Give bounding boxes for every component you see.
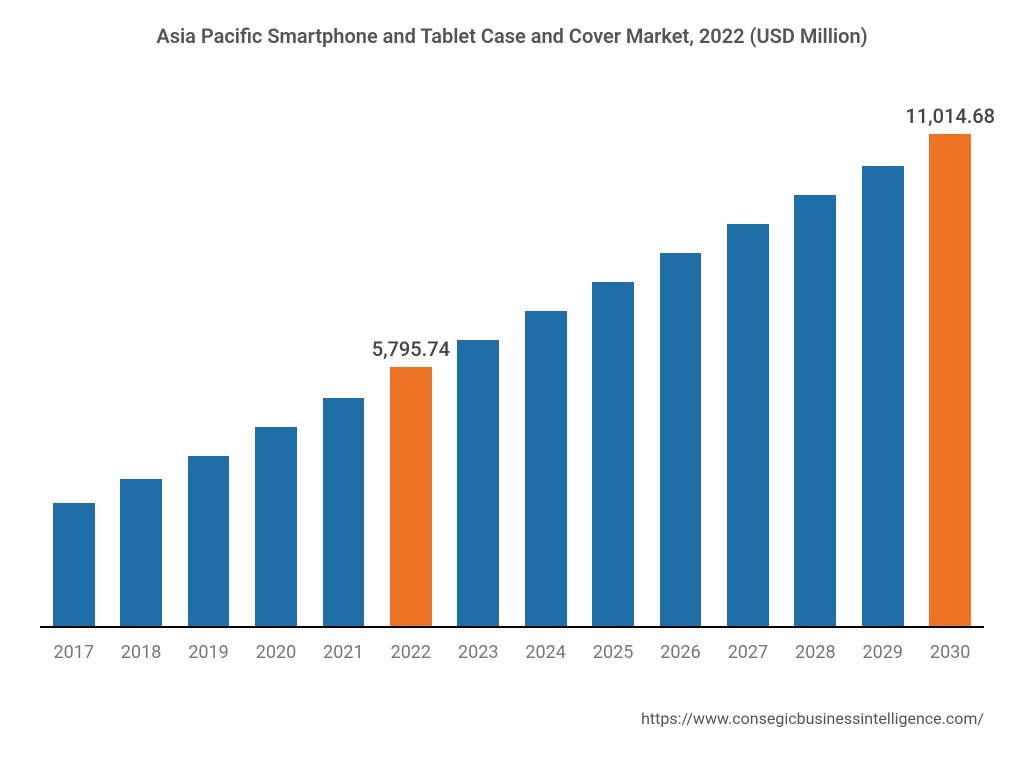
x-tick-label: 2018 xyxy=(107,642,174,663)
bar-value-label: 11,014.68 xyxy=(905,104,995,128)
bar-slot xyxy=(714,90,781,626)
bar xyxy=(255,427,297,626)
plot-region: 5,795.74 11,014.68 xyxy=(40,90,984,628)
x-tick-label: 2025 xyxy=(579,642,646,663)
source-url: https://www.consegicbusinessintelligence… xyxy=(641,709,984,728)
bar-slot: 5,795.74 xyxy=(377,90,444,626)
bar xyxy=(323,398,365,626)
x-tick-label: 2020 xyxy=(242,642,309,663)
bar xyxy=(457,340,499,626)
bar-slot xyxy=(579,90,646,626)
x-tick-label: 2026 xyxy=(647,642,714,663)
bar xyxy=(862,166,904,626)
bar xyxy=(120,479,162,626)
bar-slot: 11,014.68 xyxy=(916,90,983,626)
bar xyxy=(390,367,432,626)
bar xyxy=(660,253,702,626)
x-tick-label: 2030 xyxy=(916,642,983,663)
bar xyxy=(727,224,769,626)
chart-area: 5,795.7411,014.68 2017201820192020202120… xyxy=(40,90,984,668)
bar xyxy=(592,282,634,626)
bar xyxy=(794,195,836,626)
bar xyxy=(53,503,95,626)
bar xyxy=(929,134,971,626)
bar-slot xyxy=(107,90,174,626)
bar-slot xyxy=(647,90,714,626)
x-tick-label: 2017 xyxy=(40,642,107,663)
bar-slot xyxy=(782,90,849,626)
bar-slot xyxy=(242,90,309,626)
bar-slot xyxy=(445,90,512,626)
x-tick-label: 2021 xyxy=(310,642,377,663)
x-tick-label: 2024 xyxy=(512,642,579,663)
bar-slot xyxy=(175,90,242,626)
x-tick-label: 2029 xyxy=(849,642,916,663)
x-tick-label: 2023 xyxy=(445,642,512,663)
bar-slot xyxy=(849,90,916,626)
x-tick-label: 2019 xyxy=(175,642,242,663)
x-tick-label: 2027 xyxy=(714,642,781,663)
bar-slot xyxy=(310,90,377,626)
bar-value-label: 5,795.74 xyxy=(372,337,450,361)
x-tick-label: 2022 xyxy=(377,642,444,663)
bar xyxy=(525,311,567,626)
bar-slot xyxy=(40,90,107,626)
bar xyxy=(188,456,230,626)
chart-title: Asia Pacific Smartphone and Tablet Case … xyxy=(0,0,1024,48)
bars-container: 5,795.74 11,014.68 xyxy=(40,90,984,626)
x-tick-label: 2028 xyxy=(782,642,849,663)
bar-slot xyxy=(512,90,579,626)
x-axis: 2017201820192020202120222023202420252026… xyxy=(40,628,984,668)
